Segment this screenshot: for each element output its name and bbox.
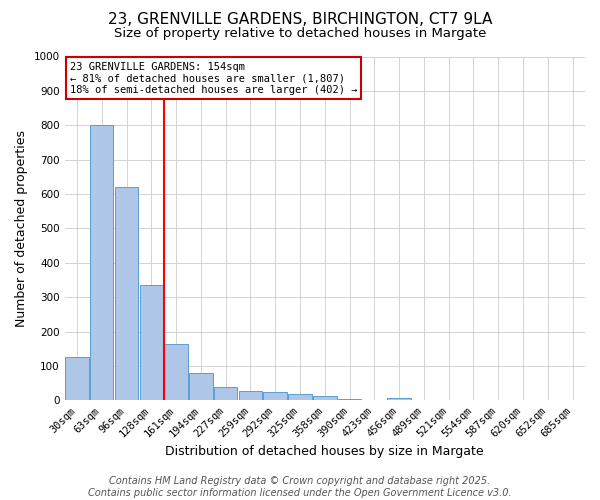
- Bar: [239, 391, 262, 400]
- Bar: [214, 386, 238, 400]
- Y-axis label: Number of detached properties: Number of detached properties: [15, 130, 28, 327]
- Bar: [388, 398, 411, 400]
- Bar: [164, 344, 188, 400]
- Text: 23 GRENVILLE GARDENS: 154sqm
← 81% of detached houses are smaller (1,807)
18% of: 23 GRENVILLE GARDENS: 154sqm ← 81% of de…: [70, 62, 357, 95]
- Bar: [338, 399, 361, 400]
- Bar: [189, 373, 212, 400]
- Text: Contains HM Land Registry data © Crown copyright and database right 2025.
Contai: Contains HM Land Registry data © Crown c…: [88, 476, 512, 498]
- Bar: [140, 286, 163, 401]
- Bar: [90, 126, 113, 400]
- Bar: [313, 396, 337, 400]
- Bar: [65, 358, 89, 401]
- Bar: [288, 394, 312, 400]
- X-axis label: Distribution of detached houses by size in Margate: Distribution of detached houses by size …: [166, 444, 484, 458]
- Text: Size of property relative to detached houses in Margate: Size of property relative to detached ho…: [114, 28, 486, 40]
- Bar: [263, 392, 287, 400]
- Bar: [115, 187, 138, 400]
- Text: 23, GRENVILLE GARDENS, BIRCHINGTON, CT7 9LA: 23, GRENVILLE GARDENS, BIRCHINGTON, CT7 …: [108, 12, 492, 28]
